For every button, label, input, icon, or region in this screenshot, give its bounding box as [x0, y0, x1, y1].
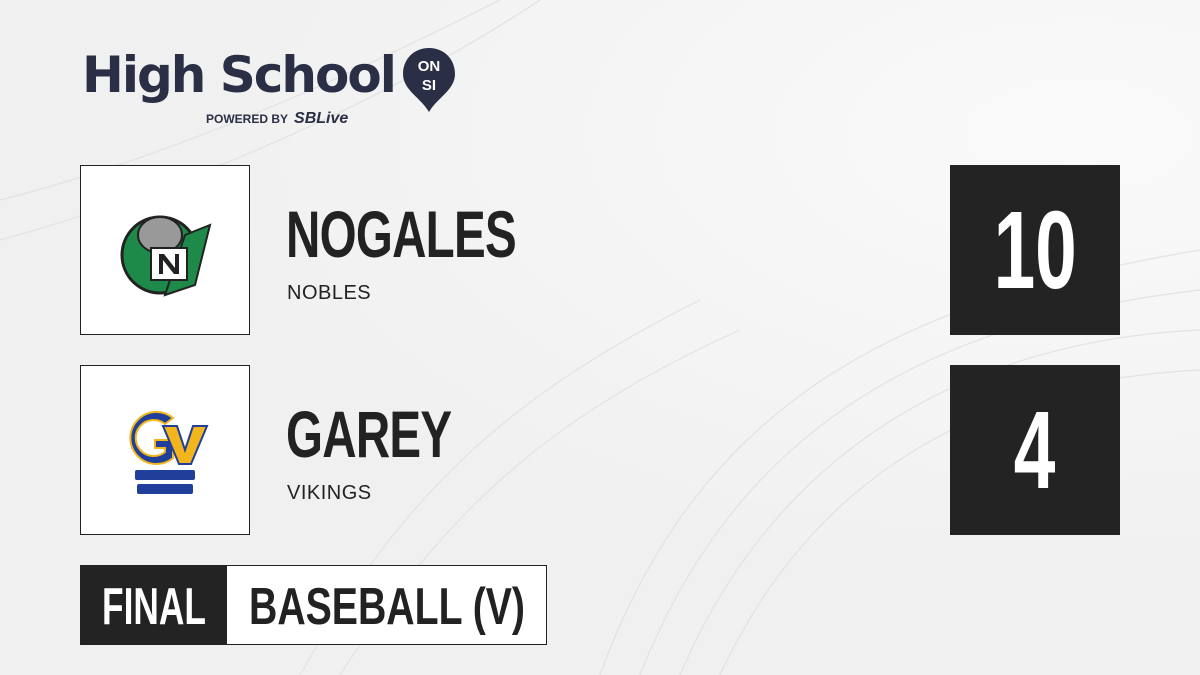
team-score: 4 [950, 365, 1120, 535]
sport-text: BASEBALL (V) [249, 578, 525, 636]
badge-bottom: SI [422, 77, 436, 94]
final-badge: FINAL [81, 566, 227, 644]
team-logo-nogales [80, 165, 250, 335]
nogales-knight-logo-icon [120, 215, 212, 297]
on-si-pin-icon: ON SI [402, 48, 455, 112]
powered-by: POWERED BY SBLive [206, 110, 348, 128]
high-school-on-si-logo: High School ON SI [82, 44, 457, 114]
badge-top: ON [418, 58, 441, 75]
team-score: 10 [950, 165, 1120, 335]
powered-by-label: POWERED BY [206, 112, 289, 126]
team-mascot: NOBLES [287, 282, 372, 304]
team-name: NOGALES [286, 197, 517, 271]
team-logo-garey [80, 365, 250, 535]
sport-label: BASEBALL (V) [227, 566, 546, 644]
game-status-bar: FINAL BASEBALL (V) [80, 565, 547, 645]
garey-vikings-logo-icon [129, 411, 209, 494]
sblive-logo: SBLive [294, 110, 349, 127]
team-name: GAREY [286, 397, 452, 471]
final-label: FINAL [102, 578, 206, 636]
team-mascot: VIKINGS [287, 482, 372, 504]
brand-title: High School [82, 46, 397, 104]
